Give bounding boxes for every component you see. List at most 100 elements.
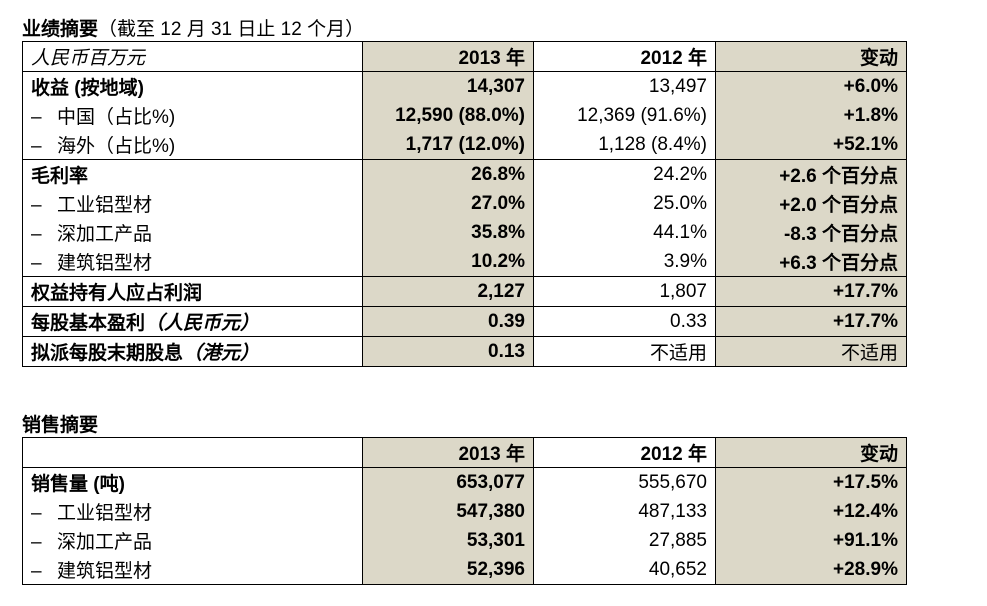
results-title: 业绩摘要 [22,19,99,40]
value-2013: 26.8% [362,159,534,189]
header-change: 变动 [715,437,907,468]
table-row: 销售量 (吨) 653,077 555,670 +17.5% [22,467,907,497]
row-label-cell: – 建筑铝型材 [22,555,363,585]
value-2012: 1,128 (8.4%) [533,130,716,160]
value-2013: 653,077 [362,467,534,497]
value-2012: 27,885 [533,526,716,555]
row-label: 每股基本盈利 [31,313,146,334]
value-2012: 40,652 [533,555,716,585]
table-row: 拟派每股末期股息（港元） 0.13 不适用 不适用 [22,336,907,367]
value-2012: 25.0% [533,189,716,218]
row-unit: （人民币元） [145,313,260,334]
value-change: +28.9% [715,555,907,585]
header-change: 变动 [715,41,907,72]
table-row: – 深加工产品 53,301 27,885 +91.1% [22,526,907,555]
row-label-cell: – 深加工产品 [22,526,363,555]
value-2012: 不适用 [533,336,716,367]
row-label-cell: 每股基本盈利（人民币元） [22,306,363,337]
row-label-cell: – 工业铝型材 [22,497,363,526]
value-change: +6.3 个百分点 [715,247,907,277]
row-label: 工业铝型材 [57,503,153,524]
table-row: – 中国（占比%) 12,590 (88.0%) 12,369 (91.6%) +… [22,101,907,130]
table-row: 收益 (按地域) 14,307 13,497 +6.0% [22,71,907,101]
value-change: +91.1% [715,526,907,555]
sales-title: 销售摘要 [22,415,99,436]
dash-marker: – [31,224,42,245]
header-2012: 2012 年 [533,437,716,468]
value-change: +2.0 个百分点 [715,189,907,218]
value-change: +17.5% [715,467,907,497]
row-label-cell: – 工业铝型材 [22,189,363,218]
value-2013: 0.13 [362,336,534,367]
value-2012: 555,670 [533,467,716,497]
value-2012: 13,497 [533,71,716,101]
value-2012: 12,369 (91.6%) [533,101,716,130]
value-2012: 0.33 [533,306,716,337]
value-change: +17.7% [715,276,907,307]
row-label: 拟派每股末期股息 [31,343,184,364]
table-row: – 建筑铝型材 10.2% 3.9% +6.3 个百分点 [22,247,907,277]
table-header-row: 人民币百万元 2013 年 2012 年 变动 [22,41,907,72]
dash-marker: – [31,195,42,216]
value-2013: 547,380 [362,497,534,526]
row-label-cell: – 海外（占比%) [22,130,363,160]
value-2012: 24.2% [533,159,716,189]
section-title-sales: 销售摘要 [22,410,98,437]
row-label-cell: – 建筑铝型材 [22,247,363,277]
dash-marker: – [31,107,42,128]
value-change: +52.1% [715,130,907,160]
value-change: +2.6 个百分点 [715,159,907,189]
table-row: – 深加工产品 35.8% 44.1% -8.3 个百分点 [22,218,907,247]
table-row: – 建筑铝型材 52,396 40,652 +28.9% [22,555,907,585]
row-label: 深加工产品 [57,532,153,553]
header-2013: 2013 年 [362,437,534,468]
row-label-cell: 拟派每股末期股息（港元） [22,336,363,367]
value-2013: 52,396 [362,555,534,585]
value-change: +1.8% [715,101,907,130]
value-2013: 0.39 [362,306,534,337]
value-2013: 10.2% [362,247,534,277]
value-2013: 12,590 (88.0%) [362,101,534,130]
value-change: 不适用 [715,336,907,367]
value-2012: 1,807 [533,276,716,307]
value-2012: 487,133 [533,497,716,526]
table-row: 毛利率 26.8% 24.2% +2.6 个百分点 [22,159,907,189]
value-change: +17.7% [715,306,907,337]
header-2013: 2013 年 [362,41,534,72]
row-label: 建筑铝型材 [57,253,153,274]
table-row: 每股基本盈利（人民币元） 0.39 0.33 +17.7% [22,306,907,337]
results-period: （截至 12 月 31 日止 12 个月） [98,19,365,40]
table-row: – 工业铝型材 547,380 487,133 +12.4% [22,497,907,526]
row-label-cell: – 中国（占比%) [22,101,363,130]
row-label: 销售量 (吨) [22,467,363,497]
row-label: 收益 (按地域) [22,71,363,101]
row-label: 建筑铝型材 [57,561,153,582]
dash-marker: – [31,561,42,582]
value-2013: 2,127 [362,276,534,307]
row-label-cell: – 深加工产品 [22,218,363,247]
value-2012: 3.9% [533,247,716,277]
row-label: 中国（占比%) [57,107,176,128]
dash-marker: – [31,503,42,524]
section-title-results: 业绩摘要（截至 12 月 31 日止 12 个月） [22,14,364,41]
value-change: +12.4% [715,497,907,526]
table-row: 权益持有人应占利润 2,127 1,807 +17.7% [22,276,907,307]
value-2013: 53,301 [362,526,534,555]
table-row: – 工业铝型材 27.0% 25.0% +2.0 个百分点 [22,189,907,218]
header-label [22,437,363,468]
row-label: 工业铝型材 [57,195,153,216]
results-summary-table: 人民币百万元 2013 年 2012 年 变动 收益 (按地域) 14,307 … [22,41,907,367]
sales-summary-table: 2013 年 2012 年 变动 销售量 (吨) 653,077 555,670… [22,437,907,585]
row-label: 海外（占比%) [57,136,176,157]
value-2013: 27.0% [362,189,534,218]
value-2012: 44.1% [533,218,716,247]
row-label: 毛利率 [22,159,363,189]
header-2012: 2012 年 [533,41,716,72]
dash-marker: – [31,136,42,157]
value-2013: 1,717 (12.0%) [362,130,534,160]
value-change: -8.3 个百分点 [715,218,907,247]
unit-label: 人民币百万元 [22,41,363,72]
row-unit: （港元） [183,343,260,364]
value-change: +6.0% [715,71,907,101]
value-2013: 14,307 [362,71,534,101]
